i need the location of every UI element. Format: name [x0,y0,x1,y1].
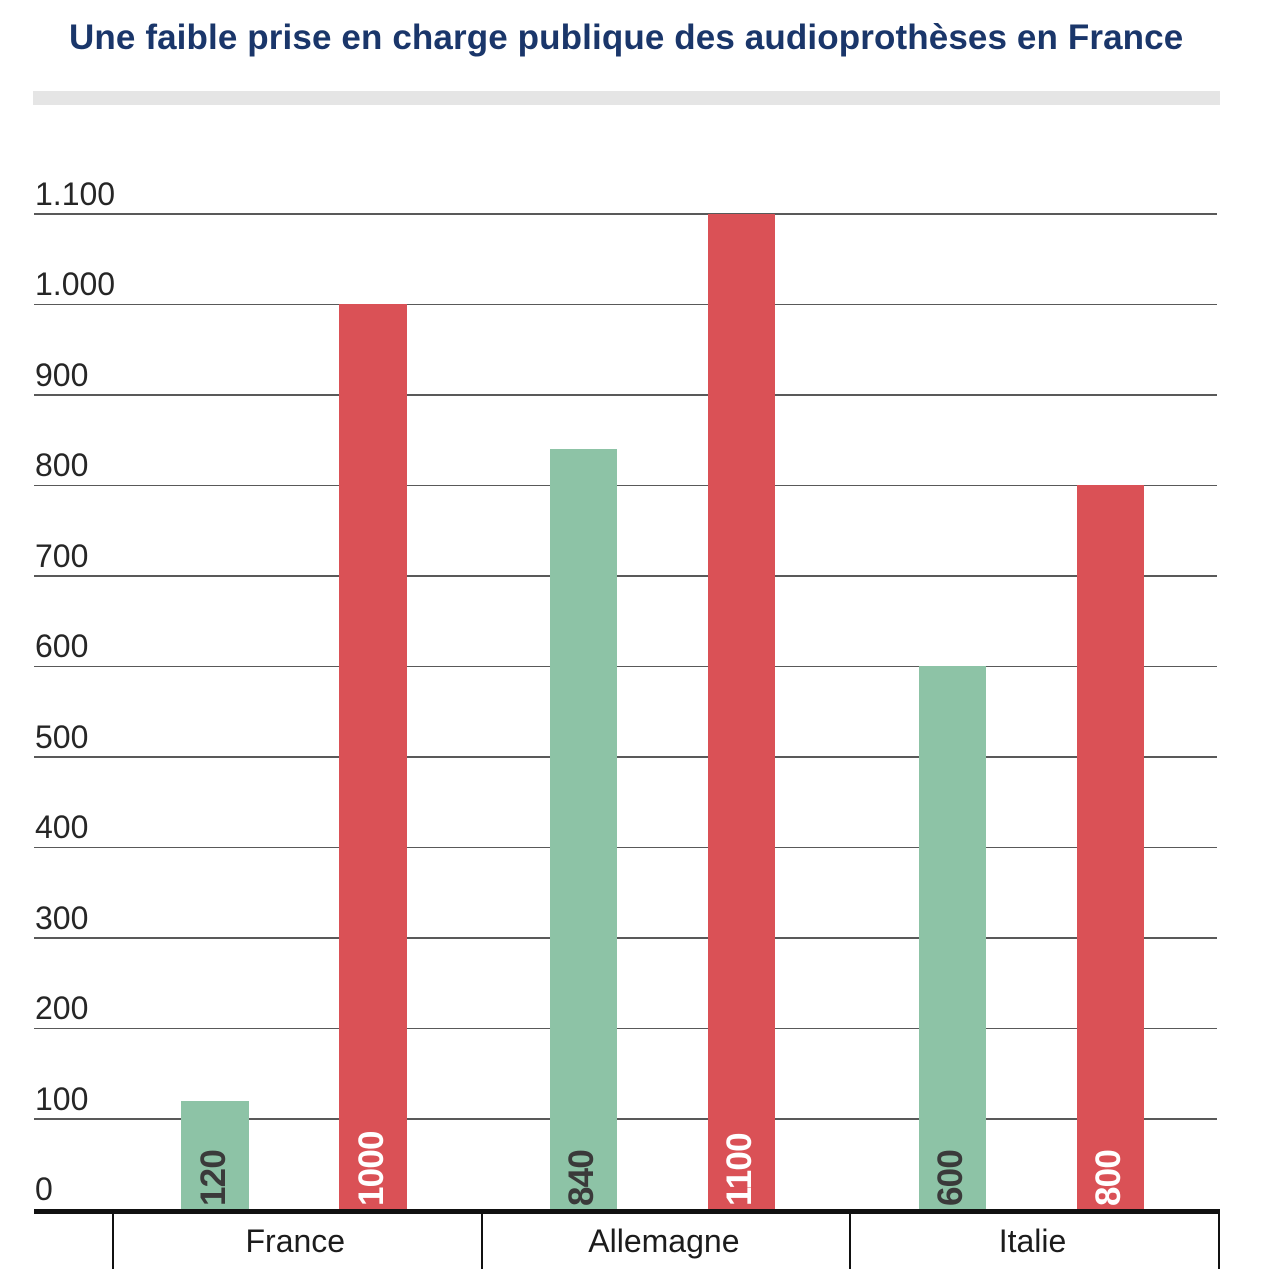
gridline-1000 [34,303,1217,306]
chart-title: Une faible prise en charge publique des … [69,17,1184,57]
y-tick-label-1100: 1.100 [35,175,116,212]
y-tick-label-800: 800 [35,447,89,484]
bar-value-label-italie-series-green: 600 [930,1150,970,1207]
x-axis-line [34,1209,1220,1214]
y-tick-label-500: 500 [35,718,89,755]
bar-value-label-allemagne-series-green: 840 [562,1150,602,1207]
y-tick-label-700: 700 [35,537,89,574]
gridline-700 [34,575,1217,577]
gridline-500 [34,756,1217,758]
gridline-200 [34,1027,1217,1030]
y-tick-label-200: 200 [35,990,89,1027]
gridline-600 [34,665,1217,668]
bar-value-label-france-series-red: 1000 [351,1131,391,1207]
bar-allemagne-series-green [550,449,618,1210]
gridline-400 [34,846,1217,849]
y-tick-label-100: 100 [35,1080,89,1117]
bar-france-series-red [339,304,407,1210]
bar-allemagne-series-red [708,213,776,1210]
bar-italie-series-green [918,666,986,1210]
gridline-800 [34,484,1217,487]
y-tick-label-900: 900 [35,356,89,393]
category-separator-1 [480,1213,483,1270]
y-tick-label-600: 600 [35,628,89,665]
category-label-italie: Italie [998,1223,1067,1259]
category-label-allemagne: Allemagne [588,1223,740,1259]
y-tick-label-0: 0 [35,1171,53,1208]
bar-value-label-italie-series-red: 800 [1088,1150,1128,1207]
gridline-300 [34,937,1217,939]
category-label-france: France [245,1223,346,1259]
bar-italie-series-red [1076,485,1144,1210]
bar-value-label-allemagne-series-red: 1100 [720,1133,760,1207]
category-separator-2 [849,1213,852,1270]
y-tick-label-400: 400 [35,809,89,846]
category-separator-0 [111,1213,115,1270]
gridline-900 [34,394,1217,396]
subtitle-placeholder-bar [33,91,1220,105]
category-separator-3 [1217,1213,1220,1270]
y-tick-label-300: 300 [35,899,89,936]
bar-france-series-green [181,1100,249,1210]
gridline-1100 [34,213,1217,215]
gridline-100 [34,1118,1217,1120]
bar-value-label-france-series-green: 120 [193,1150,233,1207]
y-tick-label-1000: 1.000 [35,266,116,303]
